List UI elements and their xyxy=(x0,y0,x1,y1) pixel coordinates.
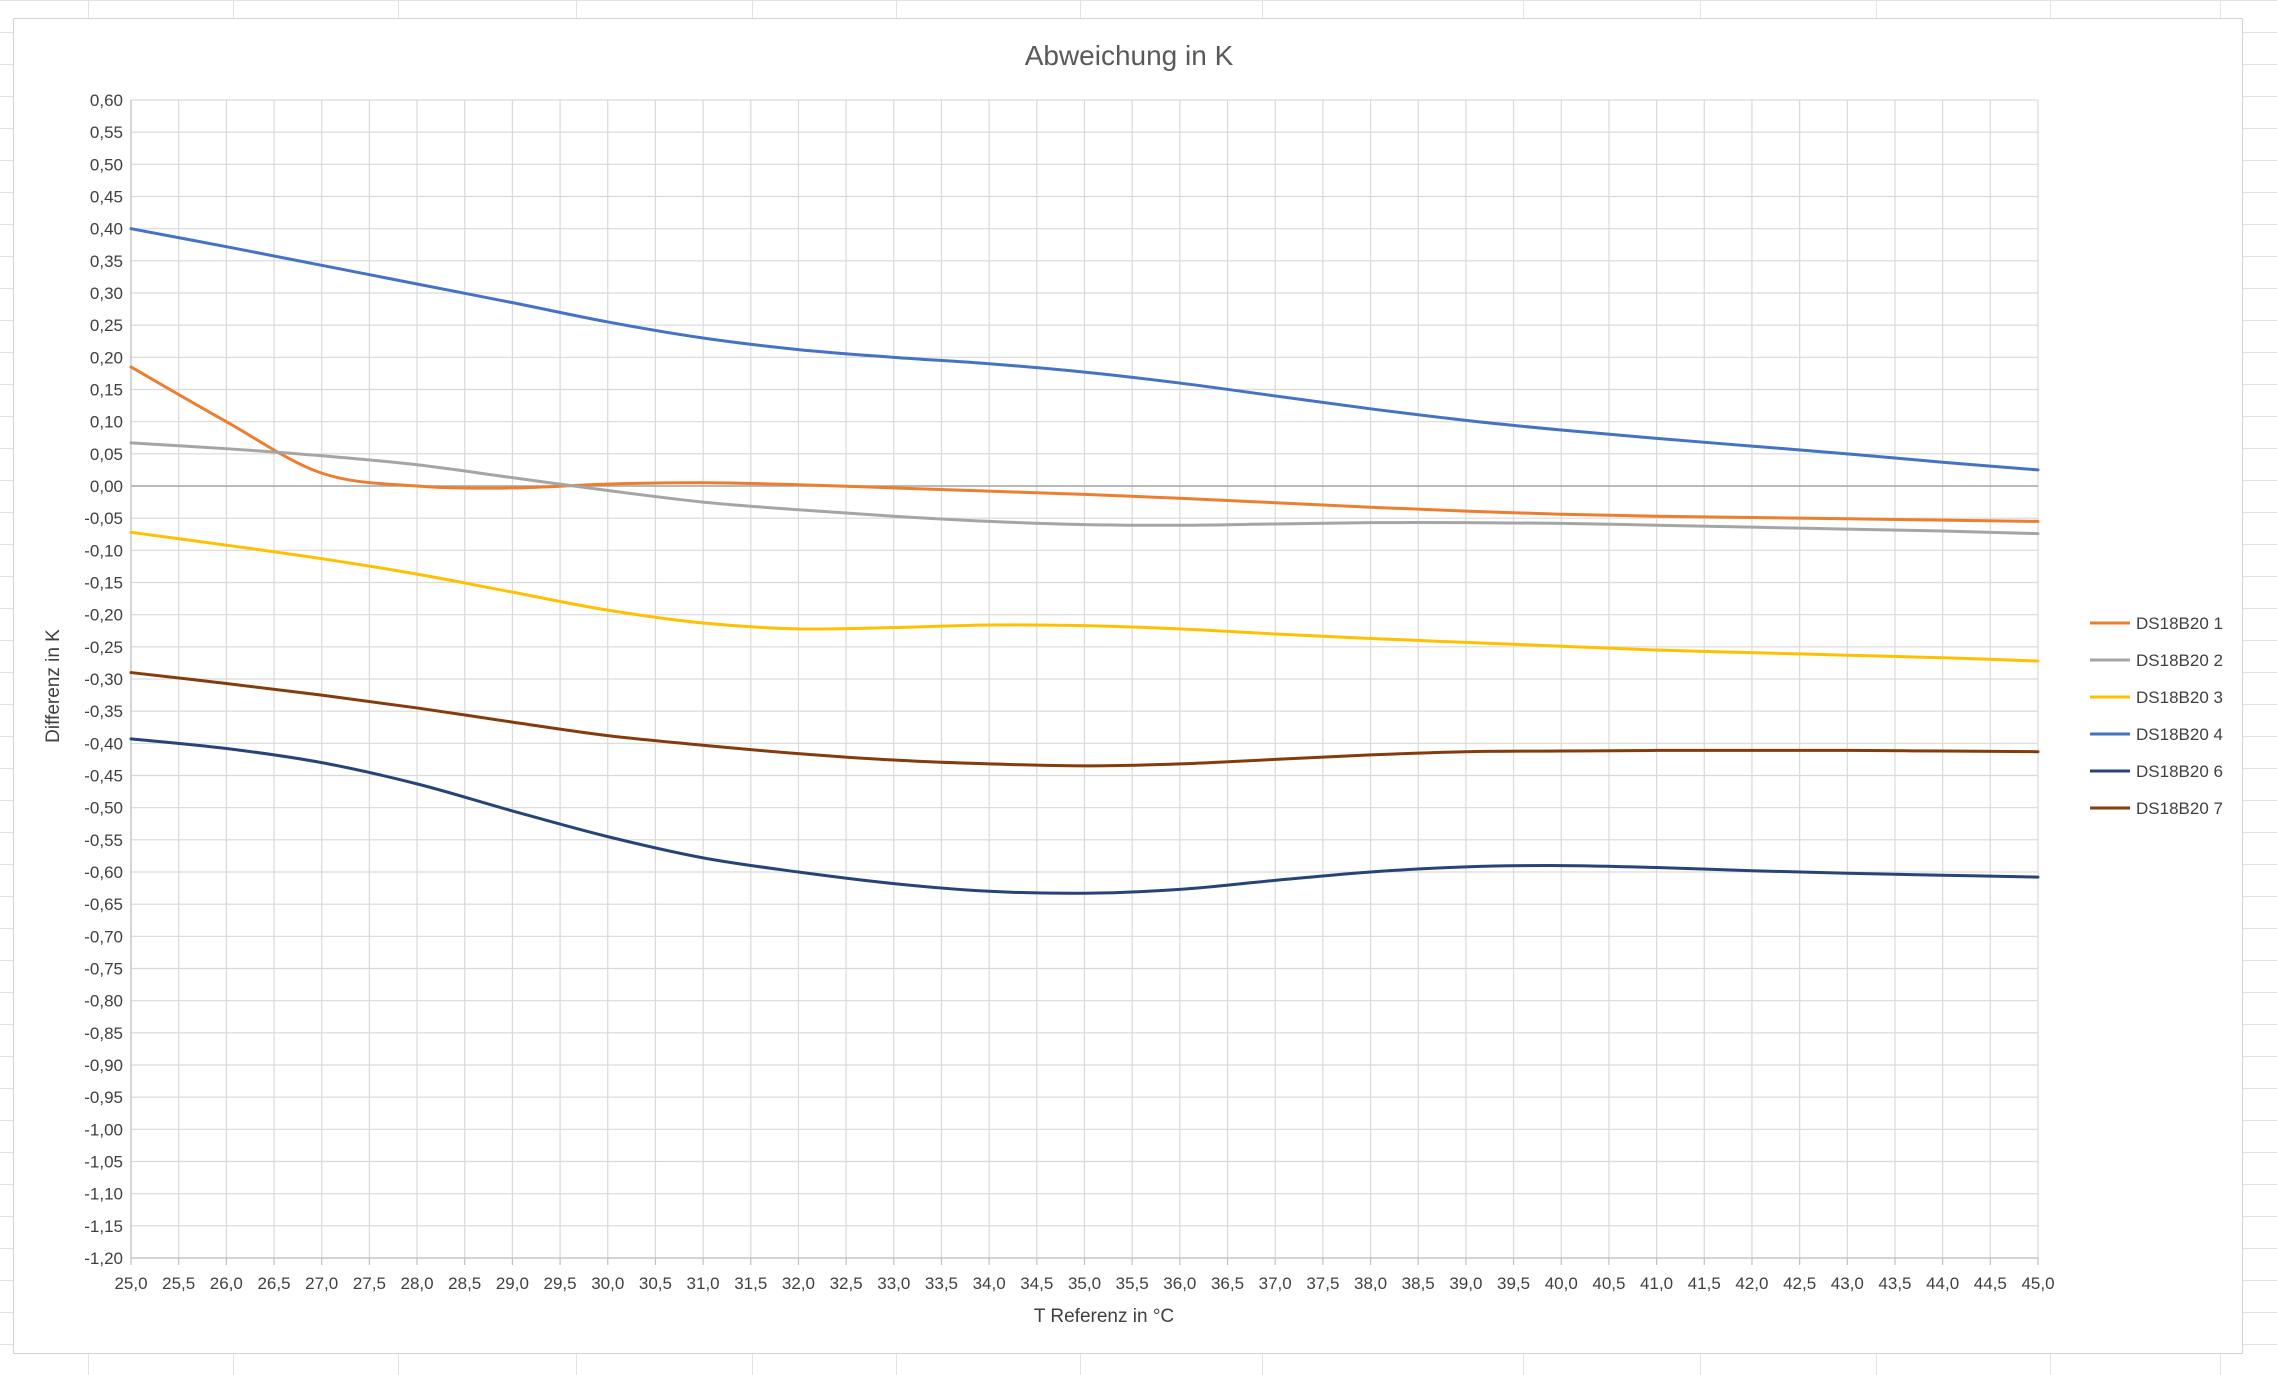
x-tick-label: 30,5 xyxy=(639,1274,672,1293)
x-tick-label: 38,5 xyxy=(1402,1274,1435,1293)
x-tick-label: 39,5 xyxy=(1497,1274,1530,1293)
x-tick-label: 45,0 xyxy=(2021,1274,2054,1293)
x-tick-label: 43,0 xyxy=(1831,1274,1864,1293)
y-tick-label: 0,35 xyxy=(90,252,123,271)
y-tick-label: -1,20 xyxy=(84,1249,123,1268)
legend-label-ds18b20-2: DS18B20 2 xyxy=(2136,651,2223,670)
y-tick-label: -1,00 xyxy=(84,1120,123,1139)
y-tick-label: -0,45 xyxy=(84,767,123,786)
chart-title: Abweichung in K xyxy=(1025,40,1234,71)
y-tick-label: 0,55 xyxy=(90,123,123,142)
legend-label-ds18b20-4: DS18B20 4 xyxy=(2136,725,2223,744)
series-lines xyxy=(129,227,2040,895)
series-line-ds18b20-3 xyxy=(129,530,2040,663)
x-tick-label: 40,5 xyxy=(1592,1274,1625,1293)
legend-label-ds18b20-6: DS18B20 6 xyxy=(2136,762,2223,781)
x-tick-label: 42,5 xyxy=(1783,1274,1816,1293)
x-tick-label: 29,0 xyxy=(496,1274,529,1293)
gridlines xyxy=(130,99,2039,1259)
x-tick-label: 39,0 xyxy=(1449,1274,1482,1293)
y-tick-label: -0,85 xyxy=(84,1024,123,1043)
y-tick-label: -1,15 xyxy=(84,1217,123,1236)
x-tick-label: 32,5 xyxy=(830,1274,863,1293)
axes: 0,60 0,55 0,50 0,45 0,40 0,35 0,30 0,25 0,20 0,15… xyxy=(84,91,2054,1293)
x-tick-label: 43,5 xyxy=(1878,1274,1911,1293)
y-tick-label: -0,20 xyxy=(84,606,123,625)
y-tick-label: -0,60 xyxy=(84,863,123,882)
y-tick-label: -0,90 xyxy=(84,1056,123,1075)
y-tick-label: -0,15 xyxy=(84,574,123,593)
y-tick-label: -0,75 xyxy=(84,960,123,979)
legend-label-ds18b20-3: DS18B20 3 xyxy=(2136,688,2223,707)
x-tick-label: 26,5 xyxy=(257,1274,290,1293)
line-chart: Abweichung in K 0,60 0,55 0,50 0,45 0,40 0,35… xyxy=(43,40,2223,1327)
y-tick-label: -0,35 xyxy=(84,702,123,721)
y-tick-label: 0,25 xyxy=(90,316,123,335)
x-tick-label: 41,5 xyxy=(1688,1274,1721,1293)
x-tick-label: 31,5 xyxy=(734,1274,767,1293)
legend-label-ds18b20-1: DS18B20 1 xyxy=(2136,614,2223,633)
series-line-ds18b20-1 xyxy=(129,365,2040,523)
x-tick-label: 36,5 xyxy=(1211,1274,1244,1293)
y-tick-label: -0,30 xyxy=(84,670,123,689)
y-tick-label: -0,70 xyxy=(84,927,123,946)
x-tick-label: 35,0 xyxy=(1068,1274,1101,1293)
x-tick-label: 30,0 xyxy=(591,1274,624,1293)
x-tick-label: 37,0 xyxy=(1259,1274,1292,1293)
x-tick-label: 32,0 xyxy=(782,1274,815,1293)
x-tick-label: 34,0 xyxy=(973,1274,1006,1293)
y-tick-label: 0,20 xyxy=(90,348,123,367)
x-tick-label: 36,0 xyxy=(1163,1274,1196,1293)
series-line-ds18b20-6 xyxy=(129,737,2040,895)
x-tick-label: 27,0 xyxy=(305,1274,338,1293)
y-tick-label: 0,30 xyxy=(90,284,123,303)
x-tick-label: 28,5 xyxy=(448,1274,481,1293)
y-tick-label: -0,10 xyxy=(84,541,123,560)
x-tick-label: 41,0 xyxy=(1640,1274,1673,1293)
x-tick-label: 44,0 xyxy=(1926,1274,1959,1293)
series-line-ds18b20-4 xyxy=(129,227,2040,472)
x-tick-label: 37,5 xyxy=(1306,1274,1339,1293)
x-tick-label: 25,5 xyxy=(162,1274,195,1293)
x-tick-label: 25,0 xyxy=(114,1274,147,1293)
y-tick-label: -1,10 xyxy=(84,1185,123,1204)
y-tick-label: 0,45 xyxy=(90,188,123,207)
legend: DS18B20 1 DS18B20 2 DS18B20 3 DS18B20 4 DS18… xyxy=(2090,614,2223,818)
y-tick-label: -0,55 xyxy=(84,831,123,850)
x-tick-label: 35,5 xyxy=(1116,1274,1149,1293)
x-tick-label: 34,5 xyxy=(1020,1274,1053,1293)
y-tick-label: -0,40 xyxy=(84,734,123,753)
y-tick-label: -0,50 xyxy=(84,799,123,818)
x-tick-label: 26,0 xyxy=(210,1274,243,1293)
y-tick-label: 0,05 xyxy=(90,445,123,464)
y-tick-label: 0,40 xyxy=(90,220,123,239)
legend-label-ds18b20-7: DS18B20 7 xyxy=(2136,799,2223,818)
x-tick-label: 28,0 xyxy=(401,1274,434,1293)
x-tick-label: 33,0 xyxy=(877,1274,910,1293)
x-axis-title: T Referenz in °C xyxy=(1034,1306,1174,1327)
y-tick-label: -0,25 xyxy=(84,638,123,657)
series-line-ds18b20-7 xyxy=(129,671,2040,768)
y-tick-label: -0,05 xyxy=(84,509,123,528)
y-tick-label: 0,00 xyxy=(90,477,123,496)
chart-area[interactable]: Abweichung in K 0,60 0,55 0,50 0,45 0,40 0,35… xyxy=(13,18,2243,1354)
y-tick-label: 0,60 xyxy=(90,91,123,110)
x-tick-label: 31,0 xyxy=(687,1274,720,1293)
x-tick-label: 29,5 xyxy=(544,1274,577,1293)
y-tick-label: -0,80 xyxy=(84,992,123,1011)
x-tick-label: 40,0 xyxy=(1545,1274,1578,1293)
x-tick-label: 42,0 xyxy=(1735,1274,1768,1293)
series-line-ds18b20-2 xyxy=(129,441,2040,536)
x-tick-label: 27,5 xyxy=(353,1274,386,1293)
y-tick-label: -0,95 xyxy=(84,1088,123,1107)
y-tick-label: 0,15 xyxy=(90,381,123,400)
x-tick-label: 33,5 xyxy=(925,1274,958,1293)
y-axis-title: Differenz in K xyxy=(43,629,64,743)
y-tick-label: 0,10 xyxy=(90,413,123,432)
y-tick-label: -0,65 xyxy=(84,895,123,914)
y-tick-label: -1,05 xyxy=(84,1153,123,1172)
y-tick-label: 0,50 xyxy=(90,155,123,174)
x-tick-label: 38,0 xyxy=(1354,1274,1387,1293)
x-tick-label: 44,5 xyxy=(1974,1274,2007,1293)
